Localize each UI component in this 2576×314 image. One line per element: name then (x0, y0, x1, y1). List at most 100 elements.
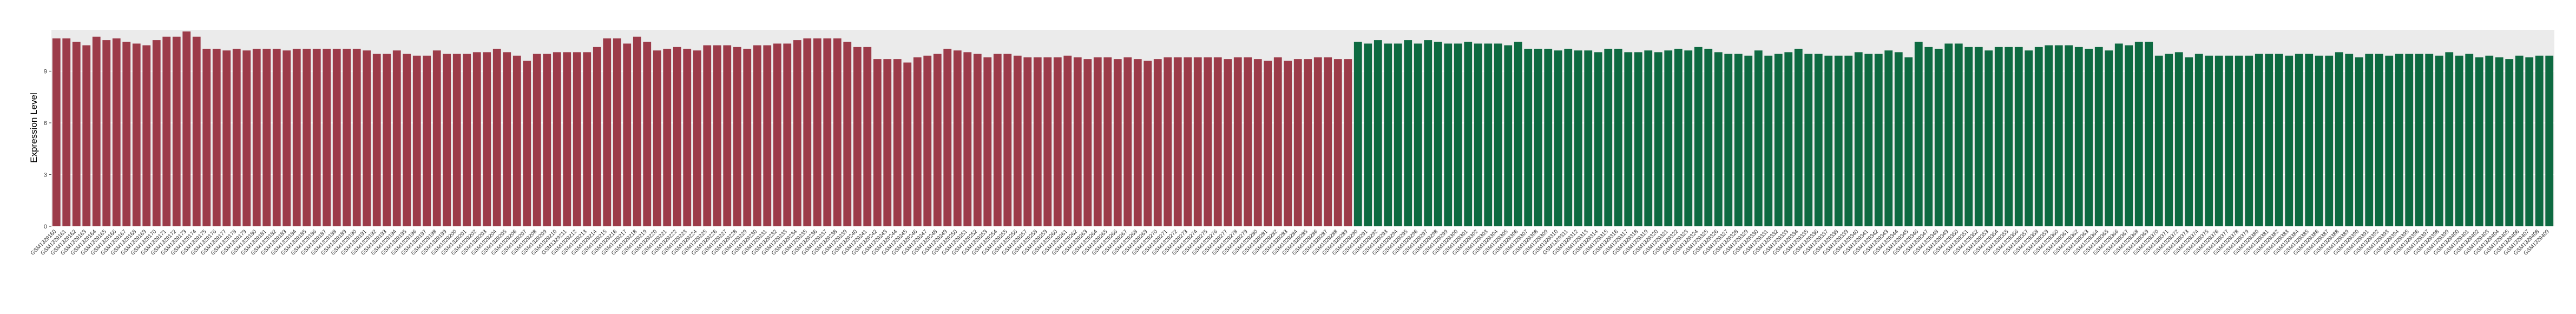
bar (1153, 59, 1162, 226)
bar (2225, 55, 2233, 227)
bar (2365, 54, 2374, 226)
bar (192, 36, 201, 226)
bar (1794, 49, 1803, 227)
bar (813, 38, 822, 226)
bar (1514, 42, 1522, 226)
bar (443, 54, 451, 226)
bar (2395, 54, 2403, 226)
bar (1784, 52, 1793, 226)
bar (1764, 55, 1773, 227)
bar (1704, 49, 1713, 227)
bar (1474, 43, 1482, 226)
bar (1614, 49, 1622, 227)
bar (1884, 50, 1893, 227)
bar (993, 54, 1002, 226)
bar (853, 47, 862, 226)
bar (763, 45, 772, 226)
bar (1694, 47, 1703, 226)
bar (423, 55, 431, 227)
bar (2014, 47, 2023, 226)
bar (2214, 55, 2223, 227)
bar (2255, 54, 2263, 226)
bar (2475, 57, 2483, 227)
bar (1494, 43, 1502, 226)
bar (1063, 55, 1072, 227)
bar (2134, 42, 2143, 226)
bar (1804, 54, 1813, 226)
bar (182, 31, 191, 227)
bar (603, 38, 612, 226)
bar (503, 52, 511, 226)
bar (1534, 49, 1542, 227)
bar (1714, 52, 1723, 226)
bar (1293, 59, 1302, 226)
bar (112, 38, 121, 226)
bar (1984, 50, 1993, 227)
bar (332, 49, 341, 227)
bar (1273, 57, 1282, 227)
bar (142, 45, 151, 226)
bar (2065, 45, 2073, 226)
bar (1233, 57, 1242, 227)
bar (953, 50, 962, 227)
bar (2174, 52, 2183, 226)
bar (913, 57, 922, 227)
bar (1564, 49, 1573, 227)
bar (1213, 57, 1222, 227)
bar (162, 36, 171, 226)
bar (2515, 55, 2524, 227)
bar (1634, 52, 1642, 226)
bar (1073, 57, 1082, 227)
bar (1324, 57, 1332, 227)
bar (2525, 57, 2534, 227)
bar (272, 49, 281, 227)
bar (2295, 54, 2303, 226)
bar (1974, 47, 1983, 226)
bar (1284, 61, 1292, 226)
bar (923, 55, 932, 227)
bar (92, 36, 101, 226)
bar (633, 36, 641, 226)
bar (1224, 59, 1232, 226)
bar (613, 38, 621, 226)
bar (1253, 59, 1262, 226)
bar (663, 49, 672, 227)
bar (1524, 49, 1533, 227)
bar (753, 45, 761, 226)
bar (1394, 43, 1402, 226)
bar (1904, 57, 1913, 227)
bar (472, 52, 481, 226)
bar (693, 50, 701, 227)
bar (2154, 55, 2163, 227)
bar (673, 47, 681, 226)
bar (2025, 50, 2033, 227)
bar (973, 54, 982, 226)
bar (1924, 47, 1933, 226)
bar (2445, 52, 2454, 226)
bar (1994, 47, 2003, 226)
bar (452, 54, 461, 226)
bar (1244, 57, 1252, 227)
bar (383, 54, 391, 226)
bar (1123, 57, 1132, 227)
y-tick-label: 0 (44, 224, 47, 230)
bar (2345, 54, 2354, 226)
bar (773, 43, 781, 226)
bar (1033, 57, 1042, 227)
bar (1654, 52, 1662, 226)
bar (1854, 52, 1863, 226)
bar (2305, 54, 2314, 226)
bar (1544, 49, 1553, 227)
bar (372, 54, 381, 226)
bar (1164, 57, 1172, 227)
bar (793, 40, 801, 227)
bar (1464, 42, 1473, 226)
bar (1083, 59, 1092, 226)
bar (392, 50, 401, 227)
bar (1144, 61, 1152, 226)
bar (2355, 57, 2363, 227)
bar (653, 50, 661, 227)
bar (323, 49, 331, 227)
bar (2335, 52, 2343, 226)
bar (1204, 57, 1212, 227)
